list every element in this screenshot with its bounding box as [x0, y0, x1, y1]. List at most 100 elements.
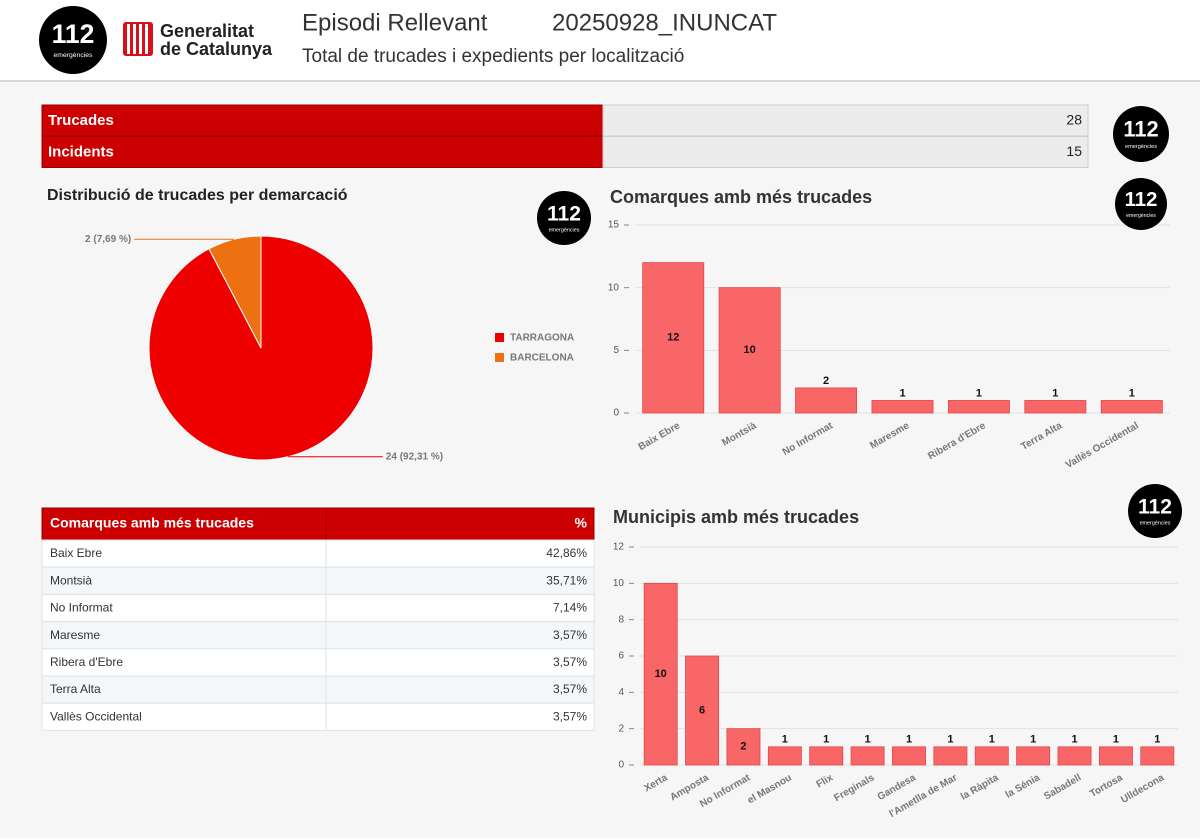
pie-slice	[208, 235, 262, 349]
logo-caption: emergències	[54, 52, 94, 59]
org-name: Generalitat	[160, 21, 254, 41]
data-label: 10	[744, 344, 756, 356]
summary-value: 28	[1066, 112, 1082, 128]
bar	[643, 582, 678, 766]
table-cell: Maresme	[50, 628, 100, 642]
data-label: 1	[1129, 387, 1135, 399]
x-tick-label: Sabadell	[1042, 772, 1083, 802]
logo-number: 112	[1125, 189, 1158, 211]
bar	[1016, 746, 1051, 766]
y-tick-label: 12	[613, 542, 625, 553]
table-cell: No Informat	[50, 601, 113, 615]
table-cell: Baix Ebre	[50, 546, 102, 560]
data-label: 1	[1113, 734, 1119, 746]
bar	[892, 746, 926, 766]
bar	[726, 728, 761, 766]
table-cell: 3,57%	[553, 709, 587, 723]
y-tick-label: 2	[618, 723, 624, 734]
summary-value-cell	[602, 104, 1089, 137]
bar	[871, 400, 934, 414]
data-label: 1	[1052, 387, 1058, 399]
y-tick-label: 0	[613, 408, 619, 419]
x-tick-label: Ribera d'Ebre	[926, 420, 988, 462]
table-row	[41, 539, 595, 568]
x-tick-label: No Informat	[781, 420, 836, 458]
x-tick-label: Montsià	[720, 420, 759, 449]
y-tick-label: 5	[613, 345, 619, 356]
bar	[947, 400, 1010, 414]
data-label: 1	[906, 734, 912, 746]
chart-title: Distribució de trucades per demarcació	[47, 187, 348, 204]
data-label: 1	[823, 734, 829, 746]
summary-label-cell	[41, 104, 604, 137]
x-tick-label: la Sénia	[1004, 772, 1043, 801]
data-label: 12	[667, 332, 679, 344]
table-row	[41, 621, 595, 650]
x-tick-label: Baix Ebre	[637, 420, 683, 453]
x-tick-label: Maresme	[868, 420, 911, 451]
logo-caption: emergències	[549, 228, 580, 234]
table-header: Comarques amb més trucades	[50, 515, 254, 531]
bar	[1100, 400, 1163, 414]
legend-swatch	[495, 333, 504, 342]
summary-label-cell	[41, 136, 604, 168]
x-tick-label: el Masnou	[746, 772, 794, 806]
logo-caption: emergències	[1140, 521, 1171, 527]
table-cell: Ribera d'Ebre	[50, 655, 123, 669]
data-label: 1	[1154, 734, 1160, 746]
x-tick-label: Flix	[815, 772, 836, 790]
data-label: 1	[782, 734, 788, 746]
data-label: 10	[655, 668, 667, 680]
table-row	[41, 648, 595, 677]
y-tick-label: 0	[618, 760, 624, 771]
table-cell: Terra Alta	[50, 682, 101, 696]
bar	[685, 655, 720, 766]
legend-swatch	[495, 353, 504, 362]
logo-circle	[1113, 106, 1169, 162]
y-tick-label: 10	[613, 578, 625, 589]
bar	[850, 746, 885, 766]
bar	[809, 746, 844, 766]
table-header-cell	[41, 507, 595, 541]
summary-value-cell	[602, 136, 1089, 168]
table-cell: Vallès Occidental	[50, 709, 142, 723]
data-label: 1	[976, 387, 982, 399]
logo-number: 112	[52, 19, 95, 49]
data-label: 1	[947, 734, 953, 746]
x-tick-label: Vallès Occidental	[1064, 420, 1141, 471]
y-tick-label: 4	[618, 687, 624, 698]
table-cell: 3,57%	[553, 682, 587, 696]
logo-circle	[537, 191, 591, 245]
x-tick-label: Terra Alta	[1019, 420, 1064, 453]
summary-value: 15	[1066, 143, 1082, 159]
y-tick-label: 15	[608, 220, 620, 231]
table-cell: 3,57%	[553, 628, 587, 642]
summary-label: Trucades	[48, 112, 114, 129]
data-label: 1	[1030, 734, 1036, 746]
table-cell: 42,86%	[546, 546, 587, 560]
data-label: 2	[740, 741, 746, 753]
bar	[933, 746, 968, 766]
table-cell: 3,57%	[553, 655, 587, 669]
legend-label: BARCELONA	[510, 353, 574, 364]
table-row	[41, 566, 595, 595]
pie-label: 2 (7,69 %)	[85, 234, 131, 245]
x-tick-label: Ulldecona	[1119, 772, 1166, 806]
legend-label: TARRAGONA	[510, 333, 574, 344]
y-tick-label: 6	[618, 651, 624, 662]
table-cell: 35,71%	[546, 573, 587, 587]
logo-number: 112	[547, 202, 581, 225]
bar	[642, 262, 705, 414]
bar	[1024, 400, 1087, 414]
chart-title: Comarques amb més trucades	[610, 187, 872, 207]
logo-circle	[1128, 484, 1182, 538]
x-tick-label: la Ràpita	[959, 772, 1001, 803]
generalitat-emblem	[123, 22, 153, 56]
data-label: 1	[865, 734, 871, 746]
episode-code: 20250928_INUNCAT	[552, 9, 777, 36]
summary-label: Incidents	[48, 143, 114, 160]
page-title: Episodi Rellevant	[302, 9, 488, 36]
logo-number: 112	[1123, 116, 1158, 141]
